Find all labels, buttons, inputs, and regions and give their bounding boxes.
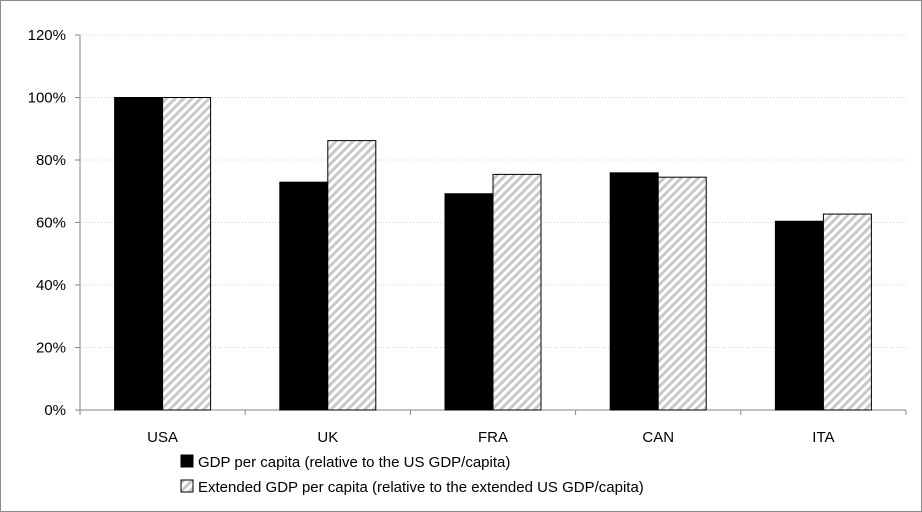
bar-gdp-per-capita: [279, 181, 329, 411]
bar-extended-gdp-per-capita: [822, 213, 872, 411]
bar-gdp-per-capita: [609, 172, 659, 411]
y-tick-label: 120%: [28, 27, 66, 44]
legend-swatch: [180, 454, 194, 468]
y-tick-label: 60%: [36, 215, 66, 232]
legend: GDP per capita (relative to the US GDP/c…: [180, 454, 644, 496]
bar-gdp-per-capita: [444, 193, 494, 411]
x-category-label: ITA: [812, 429, 834, 446]
axis-labels: 0% 20% 40% 60% 80% 100% 120% USA UK FRA CAN ITA: [28, 27, 835, 446]
y-tick-label: 100%: [28, 90, 66, 107]
bar-extended-gdp-per-capita: [162, 97, 212, 411]
y-tick-label: 40%: [36, 277, 66, 294]
legend-label: Extended GDP per capita (relative to the…: [198, 479, 644, 496]
bar-extended-gdp-per-capita: [327, 140, 377, 411]
bar-gdp-per-capita: [114, 97, 164, 411]
y-tick-label: 0%: [44, 402, 66, 419]
y-tick-label: 80%: [36, 152, 66, 169]
bar-extended-gdp-per-capita: [657, 176, 707, 411]
x-category-label: FRA: [478, 429, 508, 446]
x-category-label: CAN: [642, 429, 674, 446]
bar-gdp-per-capita: [774, 220, 824, 411]
y-tick-label: 20%: [36, 340, 66, 357]
legend-swatch: [180, 479, 194, 493]
bars: [114, 97, 872, 411]
bar-extended-gdp-per-capita: [492, 173, 542, 411]
x-category-label: UK: [317, 429, 338, 446]
x-category-label: USA: [147, 429, 178, 446]
legend-label: GDP per capita (relative to the US GDP/c…: [198, 454, 510, 471]
